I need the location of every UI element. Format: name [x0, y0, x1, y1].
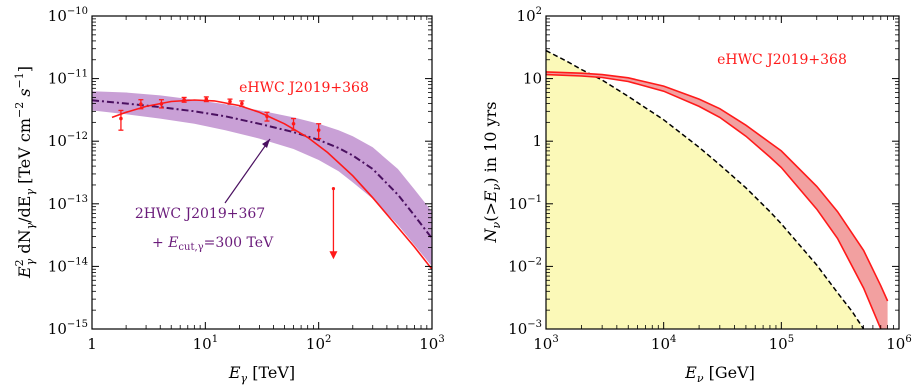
R-ytick-label: 10−2 [508, 256, 542, 275]
L-ytick-label: 10−14 [48, 256, 88, 275]
ehwc-label: eHWC J2019+368 [239, 80, 369, 96]
L-ytick-label: 10−15 [48, 319, 88, 338]
L-xtick-label: 1 [87, 335, 97, 353]
ehwc-data-point [139, 102, 143, 106]
ehwc-data-point [291, 121, 296, 126]
upper-limit-arrow-head [329, 251, 338, 260]
left-ylabel: E2γ dNγ/dEγ [TeV cm−2 s−1] [13, 66, 37, 279]
R-xtick-label: 103 [533, 334, 558, 353]
L-xtick-label: 103 [419, 334, 444, 353]
ehwc-data-point [265, 114, 269, 119]
ehwc-data-point [316, 128, 321, 132]
left-chart: 1 101 102 103 10−15 10−14 10−13 10−12 10−11 10−10… [13, 6, 445, 385]
ehwc-data-point [228, 99, 232, 104]
atmospheric-background-area [546, 50, 864, 329]
hwc2-pointer-head [262, 139, 270, 148]
R-ytick-label: 10 [523, 70, 542, 88]
R-ytick-label: 10−1 [508, 194, 542, 213]
left-xlabel: Eγ [TeV] [228, 363, 295, 385]
right-xlabel: Eν [GeV] [684, 363, 755, 385]
ehwc-data-point [204, 97, 209, 101]
ehwc-data-point [119, 116, 123, 121]
ehwc-neutrino-band [546, 71, 888, 329]
L-xtick-label: 101 [193, 334, 218, 353]
L-ytick-label: 10−12 [48, 131, 88, 150]
left-axis-ticks: 1 101 102 103 10−15 10−14 10−13 10−12 10−11 10−10 [48, 6, 445, 353]
hwc2-uncertainty-band [92, 91, 432, 267]
L-ytick-label: 10−11 [48, 69, 88, 88]
L-xtick-label: 102 [306, 334, 331, 353]
hwc2-pointer-line [224, 138, 271, 204]
R-ytick-label: 102 [517, 6, 542, 25]
cut-label: + Ecut,γ=300 TeV [152, 235, 274, 253]
R-xtick-label: 105 [769, 334, 794, 353]
R-ytick-label: 1 [532, 132, 542, 150]
ehwc-neutrino-lower-line [546, 73, 882, 329]
ehwc-series-line [111, 99, 432, 270]
R-xtick-label: 104 [651, 334, 676, 353]
R-xtick-label: 106 [886, 334, 911, 353]
ehwc-data-point [159, 102, 164, 106]
right-chart: 103 104 105 106 10−3 10−2 10−1 1 10 102 eHWC J201… [481, 6, 912, 385]
left-plot-area [92, 91, 432, 270]
ehwc-neutrino-upper-line [546, 71, 889, 302]
hwc2-label: 2HWC J2019+367 [135, 206, 265, 222]
right-axis-ticks: 103 104 105 106 10−3 10−2 10−1 1 10 102 [508, 6, 912, 353]
cut-label-e: E [167, 235, 178, 251]
right-plot-area [546, 49, 889, 329]
cut-label-value: =300 TeV [204, 235, 274, 251]
ehwc-data-point [240, 101, 244, 106]
cut-label-sub: cut,γ [178, 242, 203, 253]
R-ytick-label: 10−3 [508, 319, 542, 338]
cut-label-plus: + [152, 235, 168, 251]
left-plot-frame [91, 15, 433, 330]
right-ehwc-label: eHWC J2019+368 [717, 52, 847, 68]
L-ytick-label: 10−13 [48, 194, 88, 213]
right-plot-frame [545, 15, 900, 330]
right-ylabel: Nν(>Eν) in 10 yrs [481, 102, 503, 244]
ehwc-data-point [182, 97, 186, 102]
L-ytick-label: 10−10 [48, 6, 88, 25]
